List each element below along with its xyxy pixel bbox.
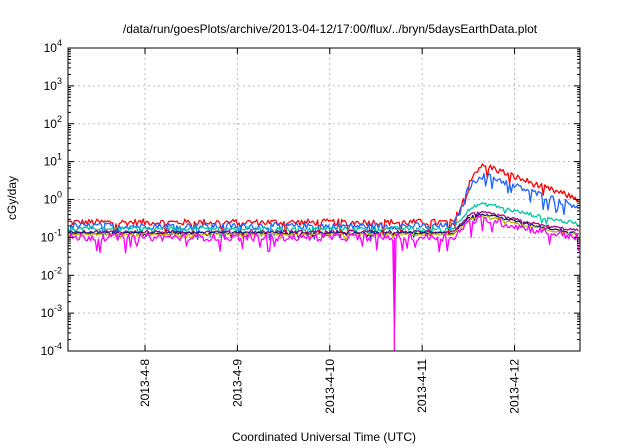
y-tick-label: 10-3 <box>41 303 62 320</box>
x-tick-label: 2013-4-9 <box>230 359 244 407</box>
y-tick-label: 101 <box>44 152 62 169</box>
y-tick-label: 10-4 <box>41 341 62 358</box>
series-line <box>67 215 580 351</box>
y-tick-label: 102 <box>44 114 62 131</box>
plot-series <box>67 163 580 351</box>
chart-title: /data/run/goesPlots/archive/2013-04-12/1… <box>123 22 538 36</box>
axis-ticks: 10-4 10-3 10-2 10-1 100 101 102 103 104 2013-4-8 2… <box>41 38 580 414</box>
x-tick-label: 2013-4-12 <box>508 359 522 414</box>
series-line <box>67 163 579 237</box>
x-tick-label: 2013-4-11 <box>415 359 429 413</box>
y-tick-label: 104 <box>44 38 62 55</box>
y-tick-label: 100 <box>44 190 62 207</box>
series-line <box>67 213 579 239</box>
grid-lines <box>68 48 580 351</box>
x-tick-label: 2013-4-10 <box>323 359 337 414</box>
series-line <box>67 172 579 241</box>
y-axis-label: cGy/day <box>5 176 19 220</box>
y-tick-label: 10-2 <box>41 265 62 282</box>
x-tick-label: 2013-4-8 <box>138 359 152 407</box>
y-tick-label: 103 <box>44 76 62 93</box>
y-tick-label: 10-1 <box>41 227 62 244</box>
series-line <box>67 210 579 239</box>
x-axis-label: Coordinated Universal Time (UTC) <box>232 430 416 444</box>
